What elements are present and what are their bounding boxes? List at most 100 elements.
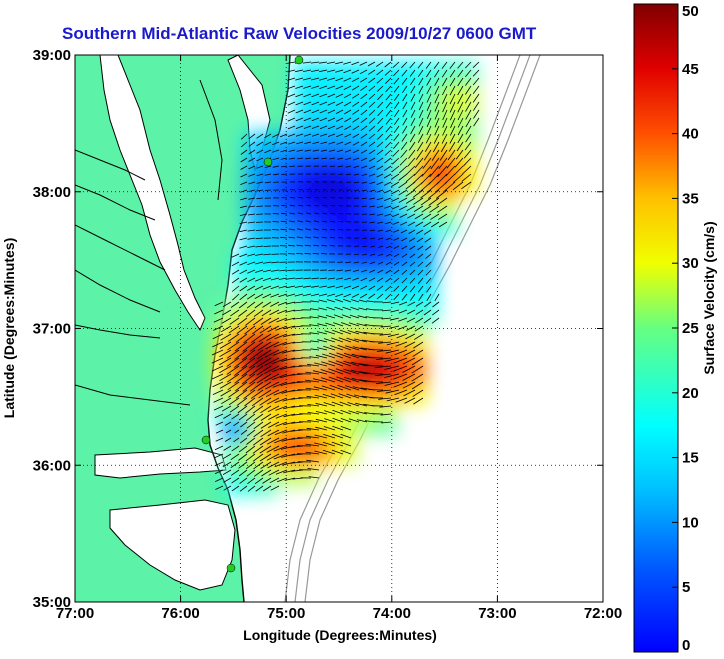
velocity-arrow <box>302 61 312 64</box>
velocity-arrow <box>350 299 360 303</box>
velocity-arrow <box>368 117 376 124</box>
velocity-arrow <box>351 85 360 91</box>
velocity-arrow <box>286 293 296 297</box>
velocity-arrow <box>270 293 280 298</box>
velocity-arrow <box>328 376 344 383</box>
velocity-arrow <box>331 401 344 407</box>
velocity-arrow <box>289 365 304 368</box>
velocity-arrow <box>295 101 304 106</box>
velocity-arrow <box>361 189 368 192</box>
velocity-cell <box>314 112 327 125</box>
velocity-arrow <box>239 285 248 292</box>
velocity-arrow <box>272 357 288 364</box>
velocity-arrow <box>290 429 304 432</box>
velocity-arrow <box>267 429 280 437</box>
velocity-arrow <box>273 389 288 396</box>
velocity-arrow <box>361 165 368 169</box>
velocity-arrow <box>434 77 440 86</box>
velocity-arrow <box>312 149 320 152</box>
velocity-cell <box>304 392 317 405</box>
velocity-cell <box>384 402 397 415</box>
velocity-cell <box>404 82 417 95</box>
velocity-arrow <box>287 69 296 73</box>
velocity-arrow <box>304 141 312 145</box>
velocity-arrow <box>425 253 432 259</box>
velocity-arrow <box>354 181 360 184</box>
velocity-arrow <box>393 269 400 275</box>
velocity-arrow <box>265 341 280 350</box>
velocity-cell <box>444 132 457 145</box>
velocity-arrow <box>318 307 328 311</box>
velocity-arrow <box>404 397 416 404</box>
velocity-arrow <box>219 349 232 358</box>
velocity-arrow <box>449 61 456 69</box>
velocity-arrow <box>385 269 392 274</box>
velocity-arrow <box>376 85 384 92</box>
velocity-cell <box>344 92 357 105</box>
velocity-arrow <box>215 429 224 434</box>
velocity-arrow <box>228 397 240 406</box>
velocity-arrow <box>305 443 320 447</box>
velocity-cell <box>374 402 387 415</box>
velocity-arrow <box>328 360 344 367</box>
velocity-cell <box>324 262 337 275</box>
velocity-cell <box>374 202 387 215</box>
velocity-cell <box>294 212 307 225</box>
velocity-arrow <box>262 477 272 484</box>
velocity-arrow <box>423 149 432 161</box>
velocity-arrow <box>402 373 416 381</box>
velocity-arrow <box>246 421 256 429</box>
velocity-arrow <box>311 133 320 137</box>
velocity-arrow <box>260 405 272 414</box>
velocity-arrow <box>385 133 392 141</box>
velocity-arrow <box>472 85 480 95</box>
velocity-arrow <box>313 220 320 223</box>
velocity-arrow <box>322 449 336 455</box>
velocity-arrow <box>368 141 376 147</box>
velocity-cell <box>384 352 397 365</box>
velocity-arrow <box>338 205 344 207</box>
velocity-arrow <box>295 85 304 89</box>
velocity-arrow <box>441 61 448 69</box>
velocity-arrow <box>281 173 288 175</box>
velocity-cell <box>304 472 317 485</box>
x-tick-label: 75:00 <box>267 605 305 622</box>
velocity-cell <box>334 92 347 105</box>
velocity-arrow <box>444 181 456 192</box>
velocity-cell <box>344 232 357 245</box>
velocity-cell <box>214 402 227 415</box>
velocity-cell <box>274 162 287 175</box>
velocity-cell <box>254 292 267 305</box>
velocity-arrow <box>227 381 240 391</box>
velocity-arrow <box>284 317 296 321</box>
velocity-arrow <box>354 253 360 255</box>
velocity-cell <box>384 262 397 275</box>
velocity-arrow <box>425 133 432 144</box>
velocity-arrow <box>315 418 328 423</box>
velocity-arrow <box>251 325 264 335</box>
velocity-cell <box>314 232 327 245</box>
velocity-arrow <box>462 165 472 175</box>
velocity-cell <box>404 92 417 105</box>
y-tick-label: 37:00 <box>33 321 71 338</box>
velocity-cell <box>354 282 367 295</box>
velocity-arrow <box>386 397 400 402</box>
velocity-arrow <box>222 453 232 460</box>
velocity-arrow <box>368 101 376 108</box>
velocity-arrow <box>328 352 344 359</box>
velocity-arrow <box>344 117 352 123</box>
velocity-arrow <box>410 77 416 86</box>
velocity-arrow <box>361 181 368 184</box>
velocity-arrow <box>430 221 440 228</box>
velocity-arrow <box>327 109 336 114</box>
velocity-arrow <box>214 301 224 307</box>
velocity-arrow <box>434 69 440 78</box>
velocity-cell <box>424 242 437 255</box>
velocity-cell <box>394 232 407 245</box>
velocity-arrow <box>322 220 328 223</box>
velocity-arrow <box>287 77 296 81</box>
velocity-cell <box>384 282 397 295</box>
velocity-arrow <box>327 285 336 289</box>
velocity-arrow <box>319 125 328 130</box>
velocity-arrow <box>351 93 360 99</box>
